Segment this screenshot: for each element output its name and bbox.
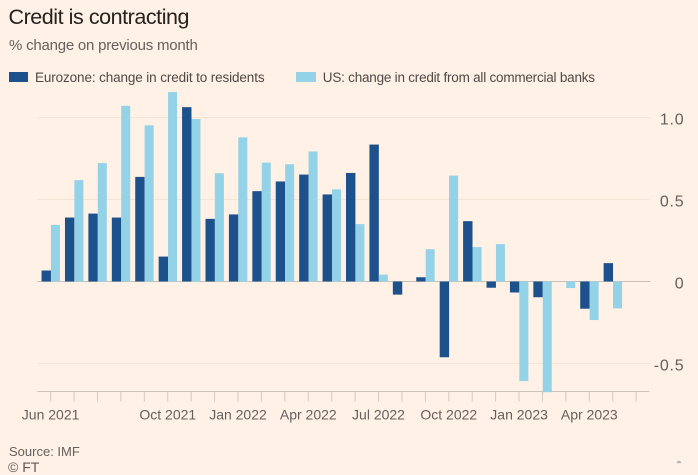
svg-text:0.5: 0.5 xyxy=(660,193,685,210)
svg-text:Jul 2022: Jul 2022 xyxy=(352,406,405,422)
svg-text:Oct 2022: Oct 2022 xyxy=(420,406,477,422)
svg-text:Jan 2022: Jan 2022 xyxy=(209,406,267,422)
svg-text:-0.5: -0.5 xyxy=(654,357,685,374)
svg-text:Oct 2021: Oct 2021 xyxy=(139,406,196,422)
svg-text:Apr 2023: Apr 2023 xyxy=(561,406,618,422)
svg-text:Jun 2021: Jun 2021 xyxy=(22,406,80,422)
svg-text:Apr 2022: Apr 2022 xyxy=(280,406,337,422)
svg-text:1.0: 1.0 xyxy=(660,111,685,128)
svg-text:Jan 2023: Jan 2023 xyxy=(490,406,548,422)
svg-text:0: 0 xyxy=(675,275,685,292)
